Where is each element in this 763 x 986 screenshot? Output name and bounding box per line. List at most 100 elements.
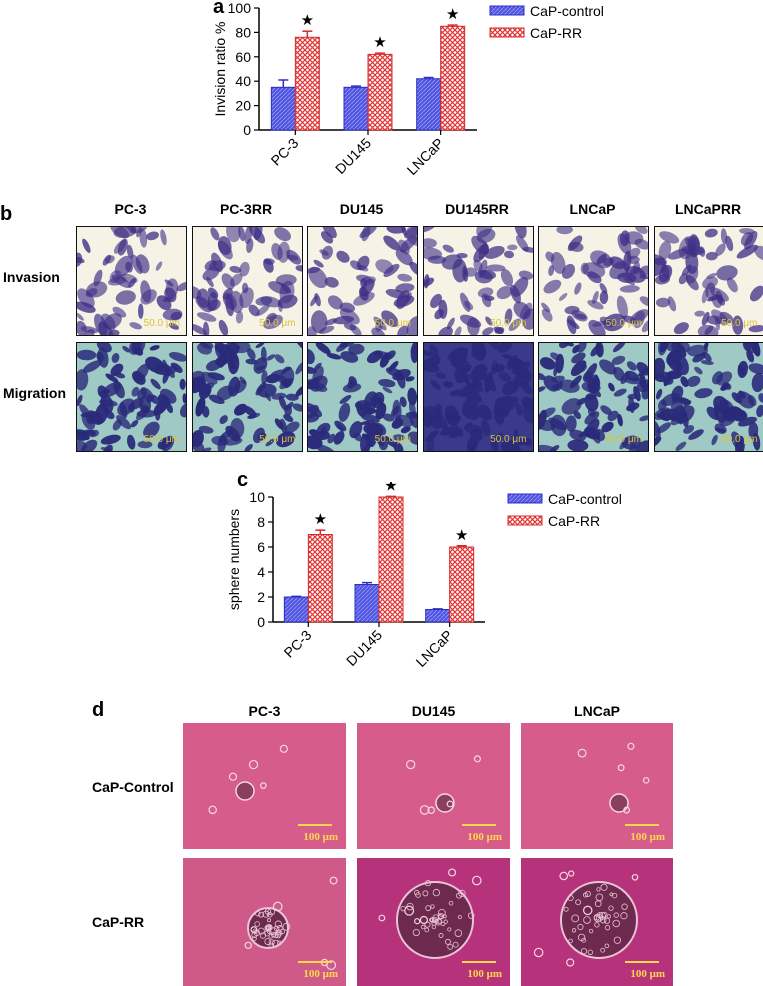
cell xyxy=(613,388,627,397)
cell xyxy=(600,405,612,415)
cell xyxy=(105,373,119,383)
cell xyxy=(316,430,330,440)
cell xyxy=(719,383,729,391)
cell xyxy=(515,404,523,416)
cell xyxy=(567,439,589,451)
cell xyxy=(315,343,331,355)
cell xyxy=(170,311,183,321)
sphere-cell xyxy=(621,903,628,910)
cell xyxy=(551,375,565,383)
bar xyxy=(354,584,380,623)
cell xyxy=(339,394,352,404)
cell xyxy=(205,359,222,372)
cell xyxy=(551,384,561,390)
cell xyxy=(112,419,122,431)
cell xyxy=(423,361,432,370)
bar xyxy=(294,36,320,131)
cell xyxy=(179,378,186,390)
panel-b-letter: b xyxy=(0,203,13,225)
cell xyxy=(382,386,393,394)
cell xyxy=(217,236,232,256)
cell xyxy=(718,410,736,427)
cell xyxy=(322,227,337,239)
cell xyxy=(633,310,645,329)
cell xyxy=(675,441,686,451)
cell xyxy=(277,294,298,309)
cell xyxy=(136,409,158,418)
y-axis-label: sphere numbers xyxy=(226,509,242,610)
cell xyxy=(730,431,743,451)
cell xyxy=(602,257,615,267)
cell xyxy=(223,437,242,446)
cell xyxy=(270,392,286,400)
sphere-cell xyxy=(271,939,280,948)
cell xyxy=(601,421,614,433)
cell xyxy=(356,401,366,417)
cell xyxy=(192,370,205,390)
sphere-micrograph-tile: 100 μm xyxy=(183,858,346,986)
micrograph-image xyxy=(308,343,417,451)
row-label: Invasion xyxy=(3,269,60,285)
cell xyxy=(459,382,477,398)
scale-bar-label: 50.0 μm xyxy=(143,318,180,329)
cell xyxy=(681,264,692,276)
cell xyxy=(423,406,443,420)
sphere-cell xyxy=(596,887,601,892)
cell xyxy=(489,435,498,451)
sphere-cell xyxy=(580,948,588,955)
sphere-cell xyxy=(282,922,291,931)
cell xyxy=(248,304,260,317)
cell xyxy=(617,233,632,255)
cell xyxy=(451,347,468,363)
cell xyxy=(519,438,531,445)
cell xyxy=(160,229,167,246)
cell xyxy=(82,238,91,253)
cell xyxy=(478,241,487,260)
cell xyxy=(244,443,253,451)
cell xyxy=(192,286,201,299)
cell xyxy=(521,308,533,330)
single-cell xyxy=(471,875,482,886)
cell xyxy=(635,227,648,234)
cell xyxy=(612,343,626,353)
cell xyxy=(506,244,518,251)
cell xyxy=(96,343,112,353)
cell xyxy=(739,410,747,420)
cell xyxy=(131,386,140,397)
cell xyxy=(619,285,640,293)
significance-star: ★ xyxy=(384,482,397,494)
cell xyxy=(373,316,387,331)
cell xyxy=(476,404,492,421)
y-tick-label: 8 xyxy=(257,514,265,530)
cell xyxy=(126,244,134,259)
column-header: LNCaP xyxy=(574,703,620,719)
x-tick-label: DU145 xyxy=(332,135,374,177)
cell xyxy=(457,427,463,438)
cell xyxy=(539,409,547,430)
significance-star: ★ xyxy=(314,511,327,528)
row-label: CaP-RR xyxy=(92,914,145,930)
cell xyxy=(684,237,697,252)
cell xyxy=(435,372,446,379)
cell xyxy=(168,351,186,362)
cell xyxy=(501,395,515,406)
cell xyxy=(448,389,464,397)
cell xyxy=(327,295,343,310)
y-tick-label: 10 xyxy=(249,489,265,505)
cell xyxy=(89,411,103,425)
cell xyxy=(381,310,399,328)
cell xyxy=(93,269,103,287)
cell xyxy=(116,415,132,430)
micrograph-background xyxy=(183,723,346,849)
cell xyxy=(310,310,328,334)
cell xyxy=(308,381,319,390)
sphere-cell xyxy=(264,924,272,932)
cell xyxy=(265,354,275,361)
cell xyxy=(700,360,714,365)
cell xyxy=(395,283,415,293)
sphere-cell xyxy=(274,931,282,939)
sphere-cell xyxy=(603,917,611,924)
cell xyxy=(469,389,482,403)
cell xyxy=(310,295,318,307)
cell xyxy=(86,281,108,298)
